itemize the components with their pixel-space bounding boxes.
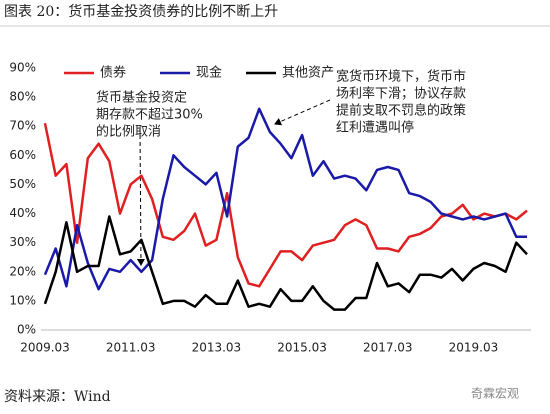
line bbox=[43, 107, 527, 291]
annotation: 宽货币环境下，货币市 bbox=[336, 69, 466, 85]
annotation: 提前支取不罚息的政策 bbox=[336, 103, 466, 119]
line bbox=[43, 123, 528, 288]
watermark: 奇霖宏观 bbox=[471, 386, 519, 401]
x-tick-label: 2011.03 bbox=[106, 341, 156, 355]
annotation: 期存款不超过30% bbox=[96, 108, 203, 123]
chart-title: 图表 20：货币基金投资债券的比例不断上升 bbox=[4, 3, 278, 20]
legend-label: 债券 bbox=[100, 65, 126, 81]
y-tick-label: 80% bbox=[9, 90, 36, 104]
arrow bbox=[274, 99, 331, 126]
legend-label: 现金 bbox=[196, 65, 222, 81]
source: 资料来源：Wind bbox=[4, 389, 111, 405]
y-tick-label: 60% bbox=[9, 148, 36, 162]
x-tick-label: 2019.03 bbox=[449, 341, 499, 355]
annotation: 场利率下滑；协议存款 bbox=[336, 86, 466, 102]
annotation: 的比例取消 bbox=[96, 124, 161, 140]
x-tick-label: 2017.03 bbox=[363, 341, 413, 355]
line bbox=[43, 215, 528, 311]
x-tick-label: 2013.03 bbox=[192, 341, 242, 355]
y-tick-label: 90% bbox=[9, 61, 36, 75]
y-tick-label: 40% bbox=[9, 206, 36, 220]
annotation: 货币基金投资定 bbox=[96, 90, 187, 106]
y-tick-label: 70% bbox=[9, 119, 36, 133]
y-tick-label: 20% bbox=[9, 264, 36, 278]
x-tick-label: 2009.03 bbox=[20, 341, 70, 355]
y-tick-label: 10% bbox=[9, 293, 36, 307]
annotation: 红利遭遇叫停 bbox=[336, 120, 414, 136]
y-tick-label: 0% bbox=[17, 323, 36, 337]
y-tick-label: 50% bbox=[9, 177, 36, 191]
legend-label: 其他资产 bbox=[282, 66, 334, 81]
arrow bbox=[136, 127, 145, 266]
y-tick-label: 30% bbox=[9, 235, 36, 249]
x-tick-label: 2015.03 bbox=[277, 341, 327, 355]
